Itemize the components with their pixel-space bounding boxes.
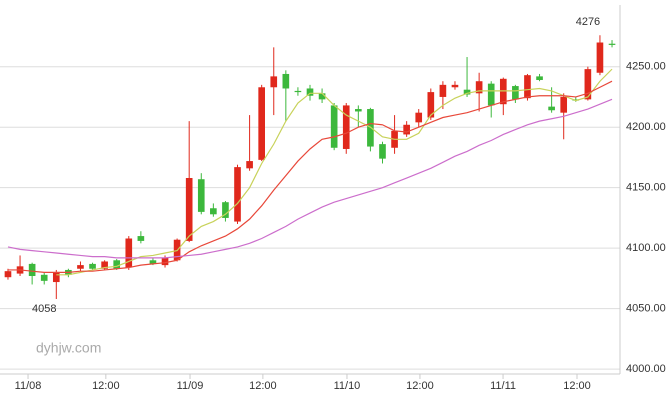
candle-body [439, 84, 447, 97]
candle-body [270, 76, 278, 88]
candle-body [536, 76, 543, 81]
candle-body [318, 93, 326, 100]
candle-body [596, 42, 604, 73]
candle-body [125, 238, 133, 268]
candle-body [246, 161, 253, 169]
x-tick-label: 11/11 [490, 380, 516, 392]
candle-body [451, 84, 459, 88]
x-tick-label: 11/10 [334, 380, 361, 392]
candle-body [101, 261, 108, 269]
y-tick-label: 4200.00 [626, 121, 666, 133]
candle-body [499, 78, 507, 105]
candle-body [137, 236, 145, 241]
candle-body [355, 109, 362, 112]
candle-body [113, 260, 121, 269]
candle-body [463, 89, 471, 95]
candle-body [28, 263, 36, 277]
candle-body [608, 43, 616, 45]
candle-body [294, 90, 302, 93]
candle-body [222, 202, 229, 218]
x-tick-label: 12:00 [249, 380, 277, 392]
candle-body [52, 272, 60, 283]
watermark: dyhjw.com [36, 340, 101, 356]
candle-body [77, 265, 84, 269]
candle-body [210, 208, 217, 215]
x-tick-label: 12:00 [92, 380, 120, 392]
candle-body [4, 271, 12, 278]
annotation: 4058 [32, 303, 56, 315]
candle-body [89, 263, 96, 269]
moving-average-line [56, 68, 613, 276]
candle-body [40, 274, 48, 281]
candle-body [548, 106, 555, 111]
candle-body [379, 144, 386, 159]
moving-average-line [7, 98, 613, 259]
candle-body [403, 124, 410, 135]
candle-body [342, 105, 350, 149]
candle-body [197, 179, 205, 212]
candle-body [415, 112, 423, 123]
candle-body [560, 96, 568, 113]
x-tick-label: 12:00 [406, 380, 434, 392]
candle-body [234, 167, 241, 222]
y-tick-label: 4100.00 [626, 242, 666, 254]
candle-body [161, 257, 169, 266]
y-tick-label: 4150.00 [626, 182, 666, 194]
candle-body [427, 92, 435, 118]
x-tick-label: 11/08 [15, 380, 42, 392]
candle-body [524, 75, 531, 99]
candle-body [512, 86, 519, 100]
candle-body [282, 73, 290, 89]
candle-body [306, 88, 314, 96]
x-tick-label: 12:00 [563, 380, 591, 392]
y-tick-label: 4250.00 [626, 61, 666, 73]
annotation: 4276 [576, 16, 600, 28]
candle-body [185, 178, 193, 241]
candle-body [149, 260, 157, 264]
candle-body [584, 69, 592, 100]
candle-body [330, 105, 338, 148]
candle-body [475, 81, 483, 94]
y-tick-label: 4050.00 [626, 303, 666, 315]
x-tick-label: 11/09 [177, 380, 204, 392]
moving-average-line [7, 80, 613, 273]
candle-body [258, 87, 265, 160]
y-tick-label: 4000.00 [626, 363, 666, 375]
candle-body [487, 83, 495, 106]
